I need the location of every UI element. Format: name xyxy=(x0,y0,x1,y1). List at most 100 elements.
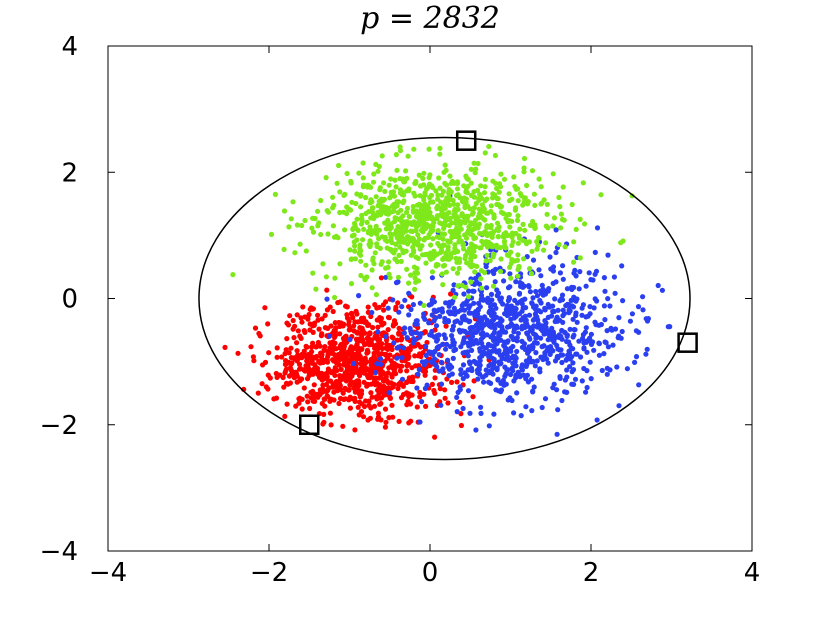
data-point xyxy=(353,356,360,362)
data-point xyxy=(530,346,536,352)
data-point xyxy=(412,270,418,276)
data-point xyxy=(482,150,488,156)
data-point xyxy=(430,223,436,229)
data-point xyxy=(494,220,501,226)
data-point xyxy=(464,373,470,379)
data-point xyxy=(442,335,448,341)
data-point xyxy=(528,271,535,277)
data-point xyxy=(545,337,551,343)
highlight-square-marker xyxy=(455,130,477,151)
data-point xyxy=(330,194,336,200)
data-point xyxy=(464,175,470,181)
data-point xyxy=(452,294,458,300)
data-point xyxy=(318,371,324,377)
data-point xyxy=(530,295,536,301)
data-point xyxy=(567,364,573,370)
data-point xyxy=(406,290,412,296)
data-point xyxy=(429,183,435,189)
data-point xyxy=(346,350,352,356)
data-point xyxy=(334,180,340,186)
data-point xyxy=(319,377,325,383)
data-point xyxy=(478,292,485,298)
data-point xyxy=(338,320,344,326)
data-point xyxy=(557,374,563,380)
data-point xyxy=(235,350,241,356)
data-point xyxy=(402,358,408,364)
data-point xyxy=(503,245,509,251)
data-point xyxy=(360,414,367,420)
data-point xyxy=(396,252,402,258)
data-point xyxy=(415,222,421,228)
data-point xyxy=(616,315,622,321)
data-point xyxy=(279,354,285,360)
data-point xyxy=(378,417,384,423)
data-point xyxy=(433,188,439,194)
data-point xyxy=(437,145,443,151)
data-point xyxy=(490,252,496,258)
data-point xyxy=(454,180,461,186)
data-point xyxy=(556,194,562,201)
data-point xyxy=(265,372,271,378)
data-point xyxy=(356,250,362,256)
plot-area xyxy=(107,45,753,552)
data-point xyxy=(577,269,583,275)
data-point xyxy=(309,344,315,350)
data-point xyxy=(293,370,299,377)
data-point xyxy=(584,384,590,391)
data-point xyxy=(490,332,496,338)
data-point xyxy=(297,376,304,382)
data-point xyxy=(515,252,521,258)
data-point xyxy=(282,413,288,419)
data-point xyxy=(510,310,516,317)
data-point xyxy=(633,328,640,334)
data-point xyxy=(427,332,433,338)
data-point xyxy=(415,255,421,261)
data-point xyxy=(550,303,556,309)
data-point xyxy=(501,231,507,237)
data-point xyxy=(486,354,492,360)
data-point xyxy=(410,203,416,210)
data-point xyxy=(388,224,394,230)
data-point xyxy=(446,303,452,309)
data-point xyxy=(529,408,535,414)
data-point xyxy=(489,234,495,240)
data-point xyxy=(294,379,300,385)
data-point xyxy=(400,228,406,234)
data-point xyxy=(592,249,598,255)
data-point xyxy=(564,286,571,292)
data-point xyxy=(460,328,466,334)
data-point xyxy=(534,246,540,252)
data-point xyxy=(377,185,383,191)
data-point xyxy=(566,302,572,308)
data-point xyxy=(431,307,437,313)
data-point xyxy=(377,367,383,373)
data-point xyxy=(513,279,519,285)
data-point xyxy=(607,303,613,309)
data-point xyxy=(440,263,446,269)
data-point xyxy=(574,319,580,325)
data-point xyxy=(518,317,524,323)
data-point xyxy=(325,366,331,372)
data-point xyxy=(386,182,392,188)
data-point xyxy=(391,368,397,375)
data-point xyxy=(582,221,588,227)
data-point xyxy=(447,311,453,317)
data-point xyxy=(393,152,399,158)
data-point xyxy=(352,379,358,385)
data-point xyxy=(491,270,497,277)
data-point xyxy=(331,234,338,240)
data-point xyxy=(404,205,411,211)
data-point xyxy=(520,284,526,290)
data-point xyxy=(514,335,520,341)
data-point xyxy=(382,406,389,412)
data-point xyxy=(382,220,388,226)
data-point xyxy=(487,308,493,314)
data-point xyxy=(462,232,468,238)
data-point xyxy=(522,227,528,233)
data-point xyxy=(481,322,487,328)
data-point xyxy=(352,248,358,254)
data-point xyxy=(329,384,336,390)
data-point xyxy=(567,356,573,362)
data-point xyxy=(451,208,458,214)
data-point xyxy=(222,344,228,350)
